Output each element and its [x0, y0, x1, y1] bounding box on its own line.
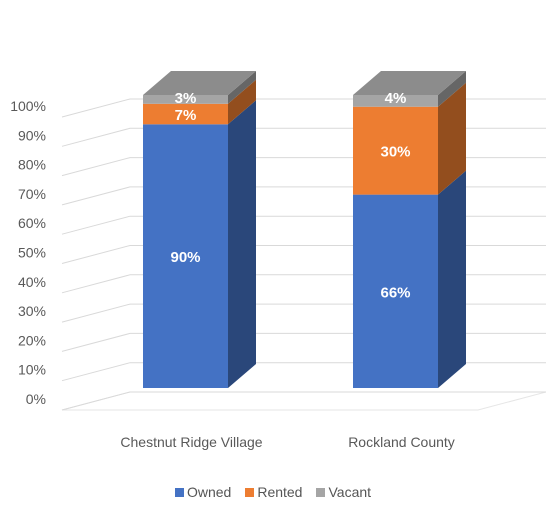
- chart-floor: [62, 392, 546, 410]
- gridline: [62, 216, 546, 234]
- y-tick-label: 70%: [18, 186, 46, 202]
- bar-segment-owned: 66%: [353, 171, 466, 388]
- legend-item-vacant: Vacant: [316, 484, 371, 500]
- legend-label-owned: Owned: [187, 484, 231, 500]
- data-label: 90%: [170, 249, 200, 266]
- gridline: [62, 158, 546, 176]
- bars: 90% 7%3% 66% 30% 4%: [143, 71, 466, 388]
- y-tick-label: 90%: [18, 127, 46, 143]
- data-label: 3%: [175, 90, 197, 107]
- legend-swatch-owned: [175, 488, 184, 497]
- y-tick-label: 10%: [18, 362, 46, 378]
- x-tick-label: Rockland County: [348, 434, 455, 450]
- gridline: [62, 275, 546, 293]
- data-label: 7%: [175, 107, 197, 124]
- gridline: [62, 246, 546, 264]
- legend: Owned Rented Vacant: [0, 484, 546, 500]
- bar-segment-owned: 90%: [143, 100, 256, 388]
- data-label: 30%: [380, 144, 410, 161]
- legend-swatch-rented: [245, 488, 254, 497]
- y-tick-label: 40%: [18, 274, 46, 290]
- bar-side-face: [438, 171, 466, 388]
- y-tick-label: 50%: [18, 245, 46, 261]
- x-tick-label: Chestnut Ridge Village: [120, 434, 262, 450]
- y-tick-label: 60%: [18, 215, 46, 231]
- y-tick-label: 0%: [26, 391, 46, 407]
- bar-side-face: [228, 100, 256, 388]
- gridlines: [62, 99, 546, 410]
- legend-swatch-vacant: [316, 488, 325, 497]
- legend-label-rented: Rented: [257, 484, 302, 500]
- y-tick-label: 80%: [18, 157, 46, 173]
- gridline: [62, 187, 546, 205]
- x-axis-category-labels: Chestnut Ridge Village Rockland County: [120, 434, 454, 450]
- y-tick-label: 20%: [18, 332, 46, 348]
- data-label: 66%: [380, 284, 410, 301]
- gridline: [62, 128, 546, 146]
- gridline: [62, 333, 546, 351]
- gridline: [62, 363, 546, 381]
- legend-label-vacant: Vacant: [328, 484, 371, 500]
- data-label: 4%: [385, 90, 407, 107]
- gridline: [62, 99, 546, 117]
- legend-item-rented: Rented: [245, 484, 302, 500]
- chart-back-wall: [62, 392, 546, 410]
- y-tick-label: 30%: [18, 303, 46, 319]
- y-tick-label: 100%: [10, 98, 46, 114]
- y-axis-tick-labels: 0% 10% 20% 30% 40% 50% 60% 70% 80% 90% 100%: [10, 98, 46, 407]
- legend-item-owned: Owned: [175, 484, 231, 500]
- gridline: [62, 304, 546, 322]
